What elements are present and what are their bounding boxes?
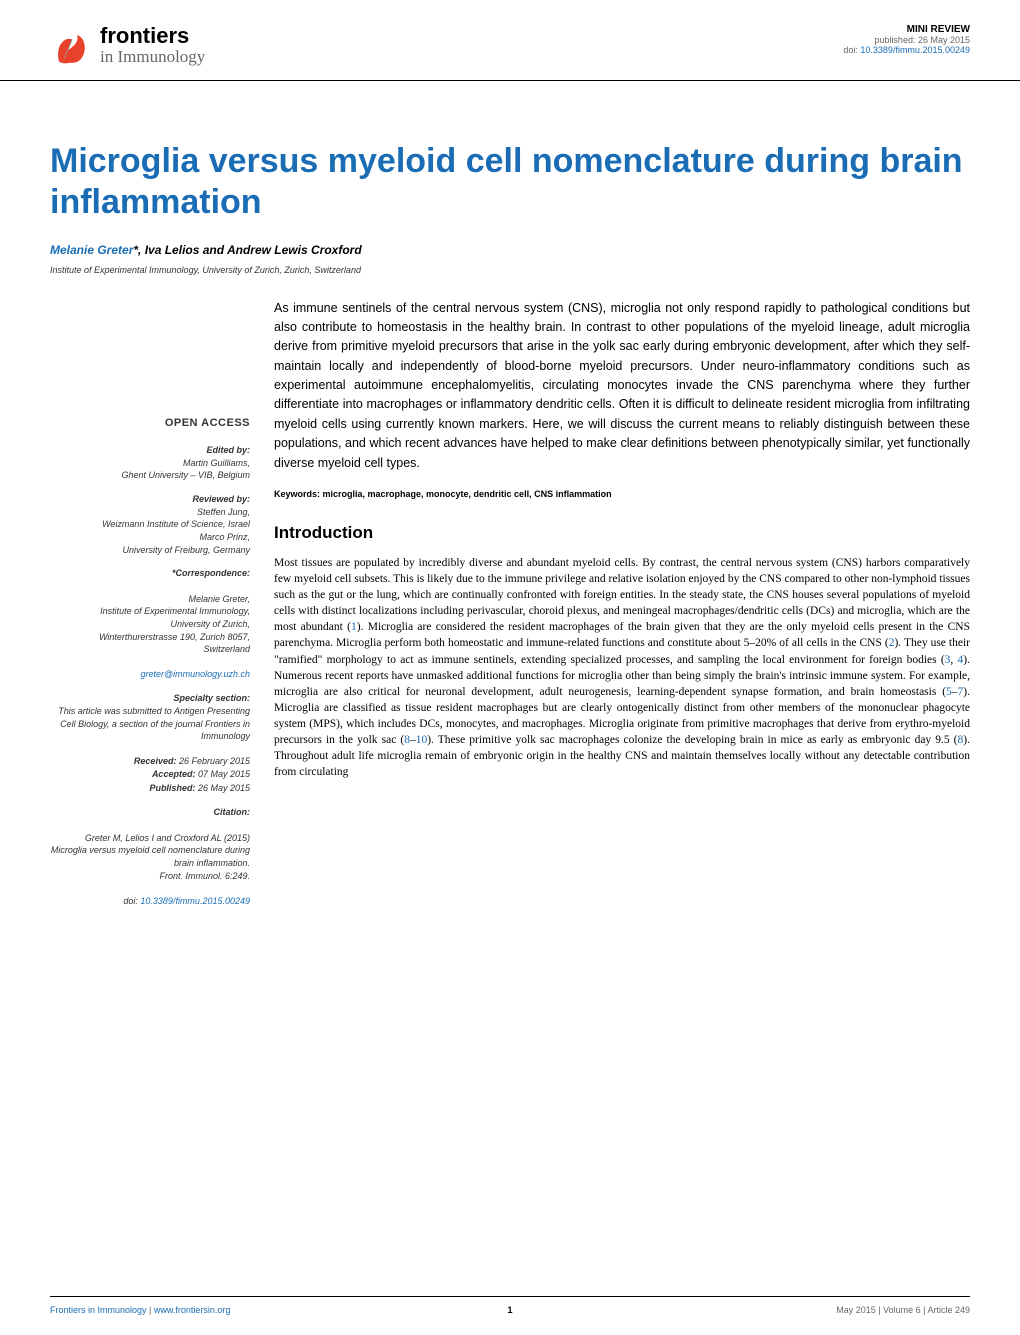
accepted-date: Accepted: 07 May 2015	[50, 768, 250, 782]
reviewed-by-body: Steffen Jung, Weizmann Institute of Scie…	[50, 506, 250, 556]
logo-text: frontiers in Immunology	[100, 25, 205, 67]
page-number: 1	[507, 1305, 512, 1315]
article-title-link[interactable]: Microglia versus myeloid cell nomenclatu…	[50, 142, 963, 221]
publish-date: published: 26 May 2015	[843, 35, 970, 45]
edited-by-body: Martin Guilliams, Ghent University – VIB…	[50, 457, 250, 482]
logo-journal-text: in Immunology	[100, 47, 205, 67]
published-date: Published: 26 May 2015	[50, 782, 250, 796]
footer-right: May 2015 | Volume 6 | Article 249	[836, 1305, 970, 1315]
article-dates: Received: 26 February 2015 Accepted: 07 …	[50, 755, 250, 796]
received-label: Received:	[134, 756, 177, 766]
ref-link-10[interactable]: 10	[416, 734, 428, 746]
received-value: 26 February 2015	[176, 756, 250, 766]
received-date: Received: 26 February 2015	[50, 755, 250, 769]
sidebar-spacer	[50, 299, 250, 417]
introduction-body: Most tissues are populated by incredibly…	[274, 555, 970, 780]
page-footer: Frontiers in Immunology | www.frontiersi…	[50, 1296, 970, 1315]
footer-left: Frontiers in Immunology | www.frontiersi…	[50, 1305, 230, 1315]
specialty-label: Specialty section:	[50, 693, 250, 703]
abstract: As immune sentinels of the central nervo…	[274, 299, 970, 473]
open-access-label: OPEN ACCESS	[50, 417, 250, 429]
sidebar: OPEN ACCESS Edited by: Martin Guilliams,…	[50, 299, 250, 910]
doi-line: doi: 10.3389/fimmu.2015.00249	[843, 45, 970, 55]
header-meta: MINI REVIEW published: 26 May 2015 doi: …	[843, 24, 970, 55]
accepted-value: 07 May 2015	[195, 769, 250, 779]
article-title: Microglia versus myeloid cell nomenclatu…	[50, 141, 970, 223]
footer-journal-link[interactable]: Frontiers in Immunology	[50, 1305, 147, 1315]
authors-rest: *, Iva Lelios and Andrew Lewis Croxford	[133, 243, 361, 257]
author-link[interactable]: Melanie Greter	[50, 243, 133, 257]
footer-sep: |	[147, 1305, 154, 1315]
doi-link[interactable]: 10.3389/fimmu.2015.00249	[860, 45, 970, 55]
correspondence-text: Melanie Greter, Institute of Experimenta…	[99, 594, 250, 654]
citation-doi-label: doi:	[123, 896, 140, 906]
published-value: 26 May 2015	[195, 783, 250, 793]
logo-frontiers-text: frontiers	[100, 25, 205, 47]
correspondence-label: *Correspondence:	[50, 568, 250, 578]
edited-by-label: Edited by:	[50, 445, 250, 455]
citation-body: Greter M, Lelios I and Croxford AL (2015…	[50, 819, 250, 907]
doi-label: doi:	[843, 45, 860, 55]
frontiers-logo-icon	[50, 24, 94, 68]
main-content: Microglia versus myeloid cell nomenclatu…	[0, 81, 1020, 909]
reviewed-by-label: Reviewed by:	[50, 494, 250, 504]
published-label: Published:	[149, 783, 195, 793]
affiliation: Institute of Experimental Immunology, Un…	[50, 265, 970, 275]
introduction-heading: Introduction	[274, 523, 970, 543]
right-column: As immune sentinels of the central nervo…	[274, 299, 970, 910]
page-header: frontiers in Immunology MINI REVIEW publ…	[0, 0, 1020, 81]
footer-url-link[interactable]: www.frontiersin.org	[154, 1305, 231, 1315]
two-column-layout: OPEN ACCESS Edited by: Martin Guilliams,…	[50, 299, 970, 910]
intro-text-2: ). Microglia are considered the resident…	[274, 621, 970, 649]
author-line: Melanie Greter*, Iva Lelios and Andrew L…	[50, 243, 970, 257]
specialty-body: This article was submitted to Antigen Pr…	[50, 705, 250, 743]
citation-text: Greter M, Lelios I and Croxford AL (2015…	[51, 833, 250, 881]
ref-sep: ,	[950, 654, 957, 666]
accepted-label: Accepted:	[152, 769, 196, 779]
correspondence-email-link[interactable]: greter@immunology.uzh.ch	[140, 669, 250, 679]
citation-label: Citation:	[50, 807, 250, 817]
keywords: Keywords: microglia, macrophage, monocyt…	[274, 489, 970, 499]
journal-logo: frontiers in Immunology	[50, 24, 205, 68]
citation-doi-link[interactable]: 10.3389/fimmu.2015.00249	[140, 896, 250, 906]
intro-text-6: ). These primitive yolk sac macrophages …	[427, 734, 957, 746]
correspondence-body: Melanie Greter, Institute of Experimenta…	[50, 580, 250, 681]
article-type: MINI REVIEW	[843, 24, 970, 35]
